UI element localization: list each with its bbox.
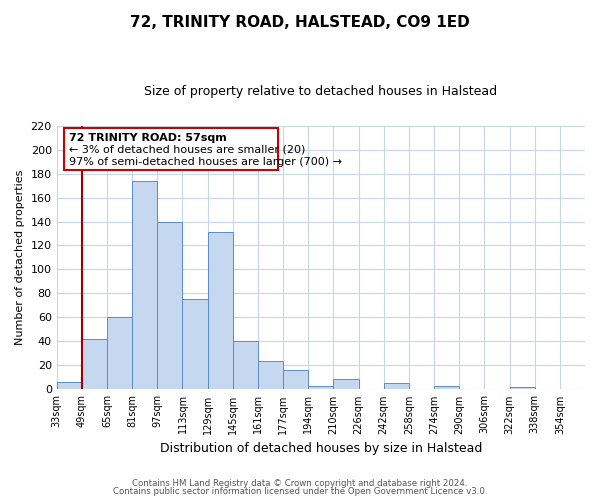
Bar [132, 180, 157, 390]
Bar [283, 370, 308, 390]
Bar [107, 318, 132, 390]
Bar [384, 384, 409, 390]
Bar [182, 300, 208, 390]
Y-axis label: Number of detached properties: Number of detached properties [15, 170, 25, 345]
Bar [308, 386, 334, 390]
Bar [208, 232, 233, 390]
Text: ← 3% of detached houses are smaller (20): ← 3% of detached houses are smaller (20) [69, 144, 305, 154]
Bar [258, 360, 283, 390]
X-axis label: Distribution of detached houses by size in Halstead: Distribution of detached houses by size … [160, 442, 482, 455]
Text: Contains HM Land Registry data © Crown copyright and database right 2024.: Contains HM Land Registry data © Crown c… [132, 478, 468, 488]
Bar [157, 222, 182, 390]
Text: 72, TRINITY ROAD, HALSTEAD, CO9 1ED: 72, TRINITY ROAD, HALSTEAD, CO9 1ED [130, 15, 470, 30]
Bar [509, 387, 535, 390]
Bar [56, 382, 82, 390]
Bar [82, 339, 107, 390]
Text: Contains public sector information licensed under the Open Government Licence v3: Contains public sector information licen… [113, 487, 487, 496]
FancyBboxPatch shape [64, 128, 278, 170]
Text: 72 TRINITY ROAD: 57sqm: 72 TRINITY ROAD: 57sqm [69, 133, 227, 143]
Title: Size of property relative to detached houses in Halstead: Size of property relative to detached ho… [144, 85, 497, 98]
Bar [334, 378, 359, 390]
Bar [434, 386, 459, 390]
Text: 97% of semi-detached houses are larger (700) →: 97% of semi-detached houses are larger (… [69, 156, 342, 166]
Bar [233, 342, 258, 390]
